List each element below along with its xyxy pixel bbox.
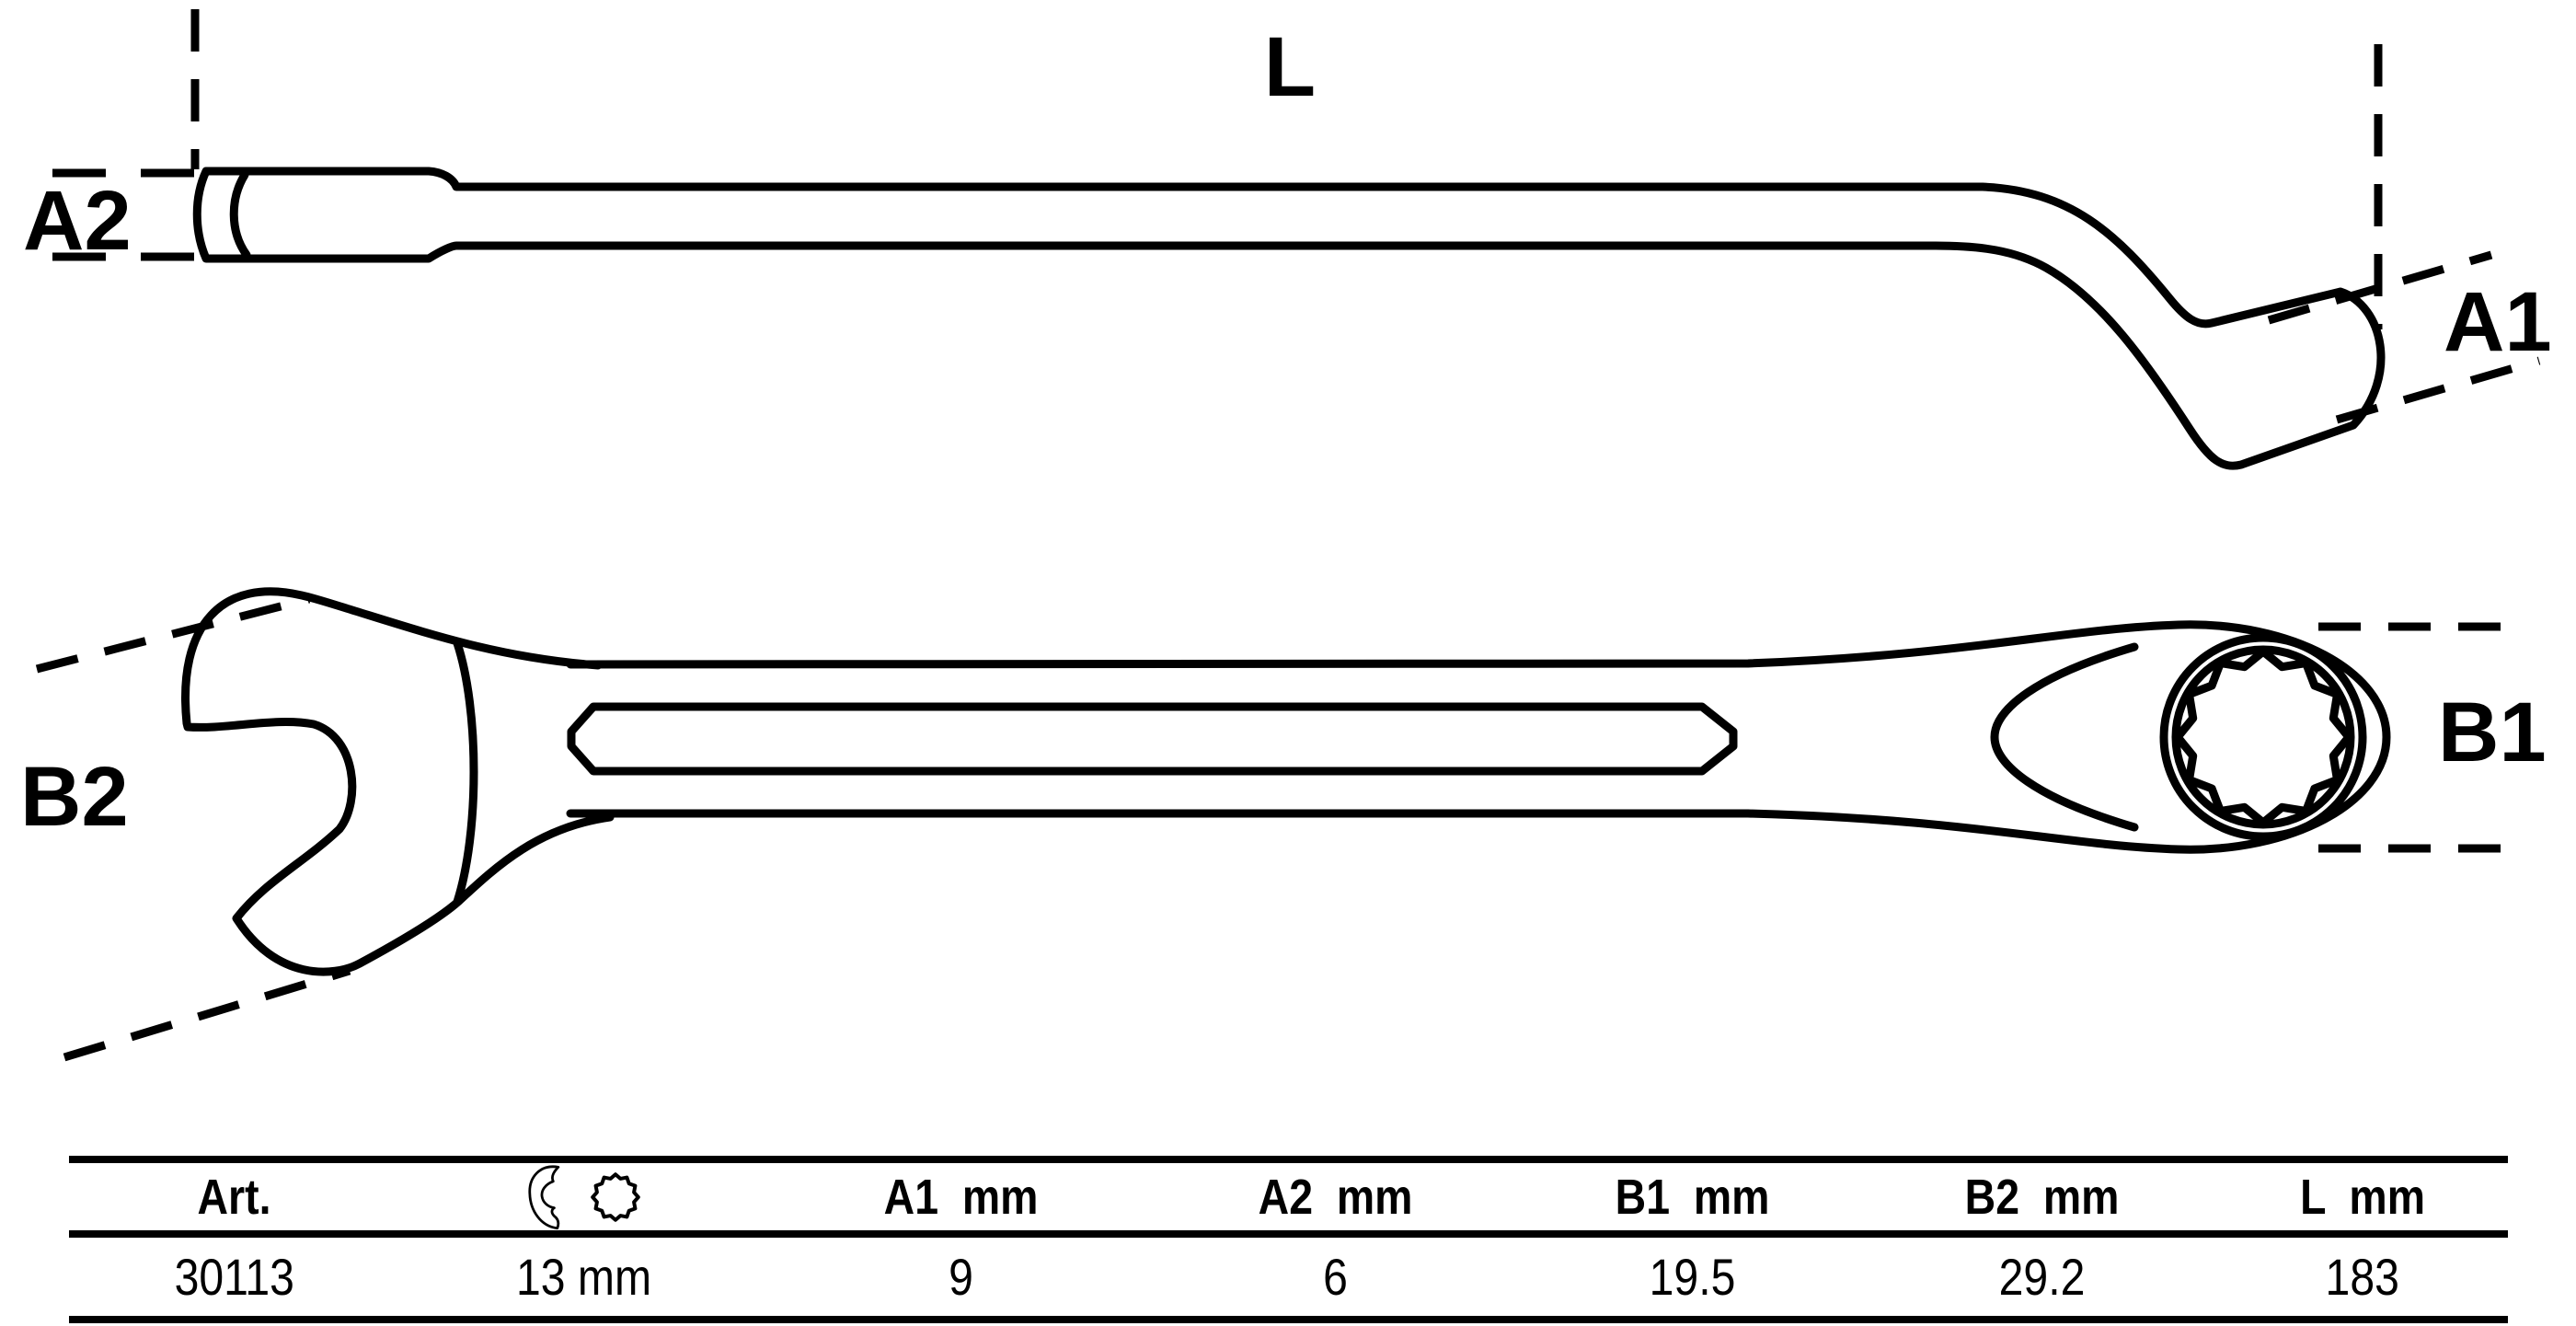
dimension-label-a1: A1: [2444, 275, 2552, 369]
table-border-top: [69, 1156, 2508, 1163]
header-a1-label: A1 mm: [883, 1169, 1039, 1225]
header-art-label: Art.: [197, 1169, 271, 1225]
value-size: 13 mm: [399, 1247, 769, 1307]
header-a2: A2 mm: [1153, 1169, 1517, 1226]
a1-value: 9: [949, 1248, 973, 1306]
size-value: 13 mm: [516, 1248, 652, 1306]
table-row: 30113 13 mm 9 6 19.5 29.2 183: [69, 1238, 2508, 1316]
wrench-side-outline: [192, 167, 2386, 470]
head-neck-arc: [453, 639, 478, 906]
a1-extension-top: [2267, 250, 2493, 325]
value-art-number: 30113: [69, 1247, 399, 1307]
ring-12-point-icon: [591, 1171, 640, 1222]
header-a1: A1 mm: [769, 1169, 1154, 1226]
ring-outer-chamfer: [2159, 633, 2367, 841]
header-b1: B1 mm: [1518, 1169, 1868, 1226]
b1-value: 19.5: [1650, 1248, 1736, 1306]
dimension-label-l: L: [1264, 20, 1316, 114]
jaw-face-arc: [229, 170, 251, 259]
value-b2: 29.2: [1868, 1247, 2216, 1307]
value-a1: 9: [769, 1247, 1154, 1307]
bottom-view-plan: B2 B1: [20, 587, 2547, 1062]
header-b2: B2 mm: [1868, 1169, 2216, 1226]
ring-12-point-profile: [2173, 647, 2353, 827]
header-l: L mm: [2216, 1169, 2508, 1226]
shaft-ring-silhouette: [566, 620, 2391, 854]
table-header-separator: [69, 1230, 2508, 1238]
dimension-label-b2: B2: [20, 750, 129, 844]
header-b2-label: B2 mm: [1964, 1169, 2120, 1225]
header-a2-label: A2 mm: [1258, 1169, 1413, 1225]
a2-value: 6: [1323, 1248, 1348, 1306]
header-b1-label: B1 mm: [1615, 1169, 1770, 1225]
l-value: 183: [2325, 1248, 2399, 1306]
header-art: Art.: [69, 1169, 399, 1226]
b2-value: 29.2: [1998, 1248, 2086, 1306]
dimension-label-b1: B1: [2438, 686, 2547, 779]
a1-extension-bottom: [2335, 356, 2541, 424]
b2-extension-bottom: [63, 966, 351, 1062]
value-b1: 19.5: [1518, 1247, 1868, 1307]
dimension-label-a2: A2: [23, 174, 132, 268]
value-l: 183: [2216, 1247, 2508, 1307]
ring-neck-teardrop: [1990, 642, 2139, 832]
open-end-wrench-icon: [528, 1164, 560, 1229]
ring-inner-chamfer: [2171, 645, 2355, 829]
table-header-row: Art. A1 mm A2 mm B1 mm B2 mm L mm: [69, 1163, 2508, 1230]
art-number: 30113: [174, 1248, 294, 1306]
value-a2: 6: [1153, 1247, 1517, 1307]
header-wrench-type: [399, 1164, 769, 1230]
open-end-head-outline: [181, 587, 615, 976]
top-view-side-profile: L A2 A1: [23, 9, 2552, 470]
b2-extension-top: [35, 594, 311, 674]
shaft-recess-panel: [567, 702, 1738, 776]
table-border-bottom: [69, 1316, 2508, 1323]
header-l-label: L mm: [2299, 1169, 2425, 1225]
